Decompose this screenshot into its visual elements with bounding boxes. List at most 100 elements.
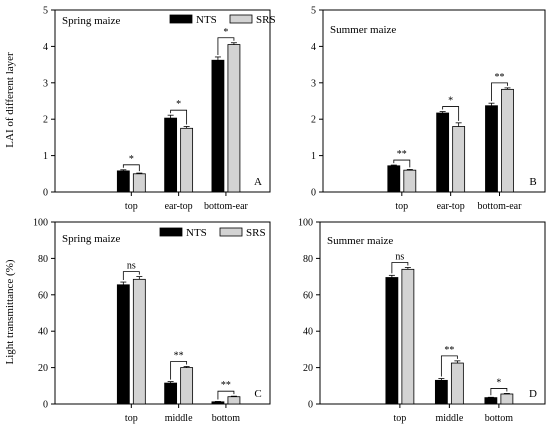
- x-tick-label: middle: [165, 413, 193, 424]
- significance-label: **: [444, 345, 454, 356]
- legend-label-srs: SRS: [246, 227, 266, 239]
- y-tick-label: 0: [308, 400, 313, 411]
- plot-frame: [54, 9, 271, 193]
- y-tick-label: 80: [38, 254, 48, 265]
- y-tick-label: 20: [38, 363, 48, 374]
- panel-letter: A: [254, 176, 262, 188]
- significance-bracket: [491, 82, 508, 102]
- bar-nts: [211, 401, 225, 405]
- bar-nts: [116, 170, 130, 193]
- bar-srs: [401, 268, 415, 405]
- bar-srs: [132, 278, 146, 405]
- bar-srs: [227, 396, 241, 405]
- legend-swatch-nts: [159, 227, 183, 237]
- bar-nts: [164, 382, 178, 405]
- y-tick-label: 1: [311, 151, 316, 162]
- legend-label-nts: NTS: [196, 14, 217, 26]
- significance-label: *: [176, 99, 181, 110]
- panel-title: Summer maize: [327, 235, 393, 247]
- significance-label: **: [221, 380, 231, 391]
- x-tick-label: middle: [435, 413, 463, 424]
- y-tick-label: 0: [43, 400, 48, 411]
- x-tick-label: ear-top: [437, 201, 465, 212]
- significance-label: *: [448, 96, 453, 107]
- y-tick-label: 5: [311, 6, 316, 17]
- panel-letter: C: [254, 388, 261, 400]
- y-tick-label: 5: [43, 6, 48, 17]
- significance-label: *: [496, 377, 501, 388]
- x-tick-label: top: [125, 413, 138, 424]
- significance-label: ns: [127, 261, 136, 272]
- significance-label: *: [223, 27, 228, 38]
- legend-swatch-srs: [229, 14, 253, 24]
- legend-label-nts: NTS: [186, 227, 207, 239]
- significance-bracket: [393, 159, 411, 168]
- significance-bracket: [440, 355, 458, 377]
- significance-bracket: [170, 109, 188, 125]
- y-tick-label: 2: [311, 115, 316, 126]
- bar-nts: [434, 379, 448, 405]
- bar-srs: [500, 393, 514, 405]
- bar-nts: [436, 112, 450, 193]
- bar-srs: [132, 173, 146, 193]
- significance-label: ns: [395, 252, 404, 263]
- y-tick-label: 0: [43, 188, 48, 199]
- significance-bracket: [391, 262, 409, 274]
- significance-bracket: [217, 390, 235, 400]
- bar-nts: [164, 117, 178, 193]
- y-tick-label: 80: [303, 254, 313, 265]
- panel-letter: B: [529, 176, 536, 188]
- significance-label: **: [397, 149, 407, 160]
- y-tick-label: 1: [43, 151, 48, 162]
- y-tick-label: 2: [43, 115, 48, 126]
- panel-letter: D: [529, 388, 537, 400]
- x-tick-label: bottom-ear: [478, 201, 523, 212]
- panel-title: Spring maize: [62, 15, 120, 27]
- significance-bracket: [122, 164, 140, 172]
- x-tick-label: bottom-ear: [204, 201, 249, 212]
- bar-srs: [452, 126, 466, 193]
- y-tick-label: 4: [311, 42, 316, 53]
- plot-frame: [322, 9, 546, 193]
- legend-label-srs: SRS: [256, 14, 276, 26]
- y-tick-label: 20: [303, 363, 313, 374]
- bar-nts: [116, 284, 130, 405]
- x-tick-label: top: [125, 201, 138, 212]
- legend-swatch-srs: [219, 227, 243, 237]
- x-tick-label: top: [393, 413, 406, 424]
- x-tick-label: bottom: [485, 413, 514, 424]
- y-axis-title-top: LAI of different layer: [4, 52, 16, 148]
- y-axis-title-bottom: Light transmittance (%): [4, 259, 16, 364]
- significance-bracket: [442, 106, 460, 121]
- significance-bracket: [490, 388, 508, 396]
- y-tick-label: 40: [38, 327, 48, 338]
- y-tick-label: 40: [303, 327, 313, 338]
- bar-nts: [385, 277, 399, 405]
- y-tick-label: 60: [38, 290, 48, 301]
- bar-srs: [403, 169, 417, 193]
- x-tick-label: top: [395, 201, 408, 212]
- panel-title: Summer maize: [330, 24, 396, 36]
- y-tick-label: 100: [33, 218, 48, 229]
- y-tick-label: 0: [311, 188, 316, 199]
- significance-label: **: [494, 72, 504, 83]
- y-tick-label: 3: [311, 78, 316, 89]
- panel-title: Spring maize: [62, 233, 120, 245]
- bar-nts: [485, 105, 498, 193]
- significance-bracket: [122, 271, 140, 281]
- bar-srs: [180, 127, 194, 193]
- bar-nts: [387, 165, 401, 193]
- y-tick-label: 3: [43, 78, 48, 89]
- y-tick-label: 100: [298, 218, 313, 229]
- plot-frame: [319, 221, 546, 405]
- bar-srs: [180, 367, 194, 405]
- bar-nts: [484, 397, 498, 405]
- bar-srs: [450, 362, 464, 405]
- legend-swatch-nts: [169, 14, 193, 24]
